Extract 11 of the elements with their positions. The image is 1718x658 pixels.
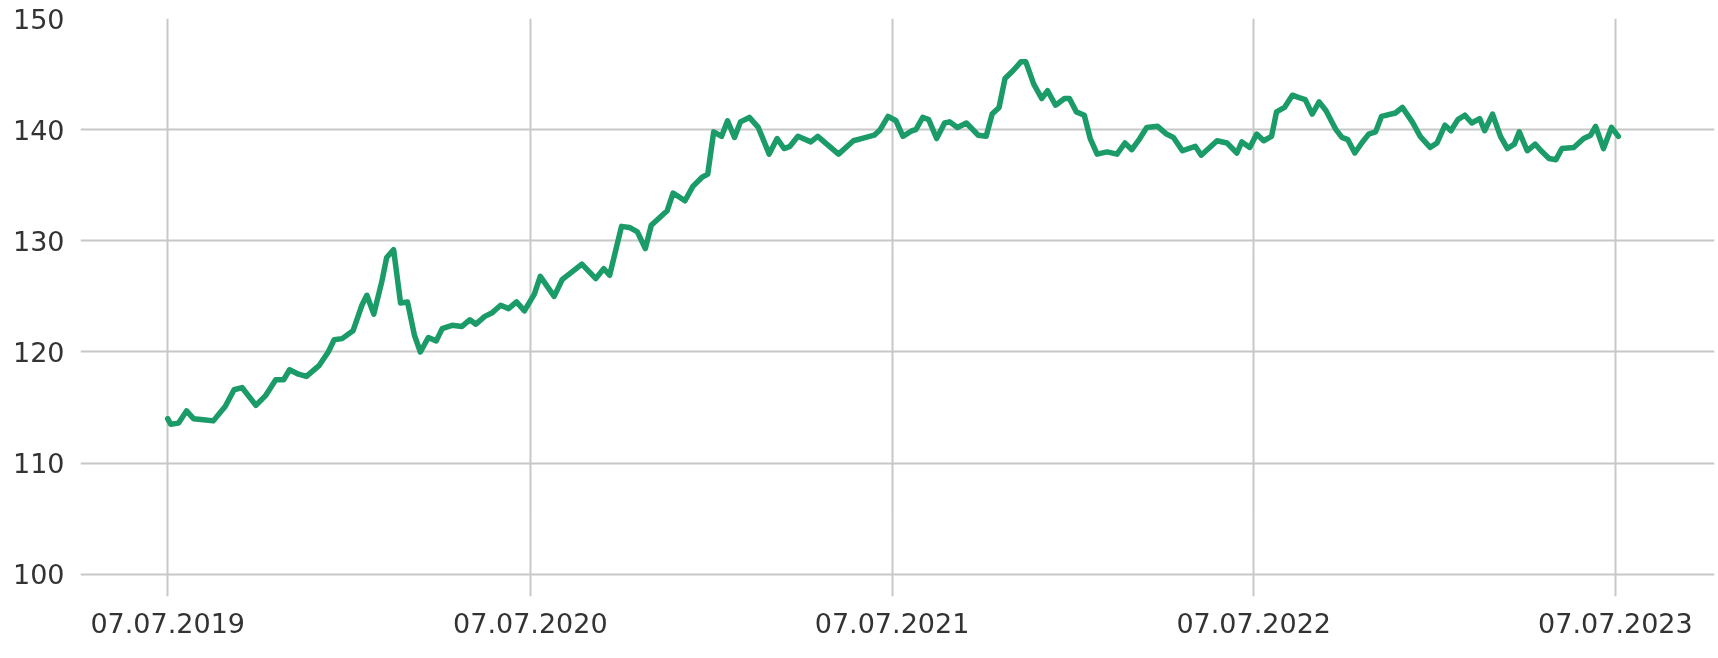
x-tick-label: 07.07.2019 bbox=[90, 607, 245, 639]
x-tick-label: 07.07.2023 bbox=[1538, 607, 1693, 639]
y-tick-label: 140 bbox=[12, 114, 65, 146]
y-tick-label: 120 bbox=[12, 336, 65, 368]
y-tick-label: 130 bbox=[12, 225, 65, 257]
x-tick-label: 07.07.2020 bbox=[453, 607, 608, 639]
y-tick-label: 100 bbox=[12, 559, 65, 591]
y-tick-label: 110 bbox=[12, 448, 65, 480]
x-tick-label: 07.07.2021 bbox=[814, 607, 970, 639]
x-tick-label: 07.07.2022 bbox=[1176, 607, 1332, 639]
y-tick-label: 150 bbox=[12, 3, 65, 35]
